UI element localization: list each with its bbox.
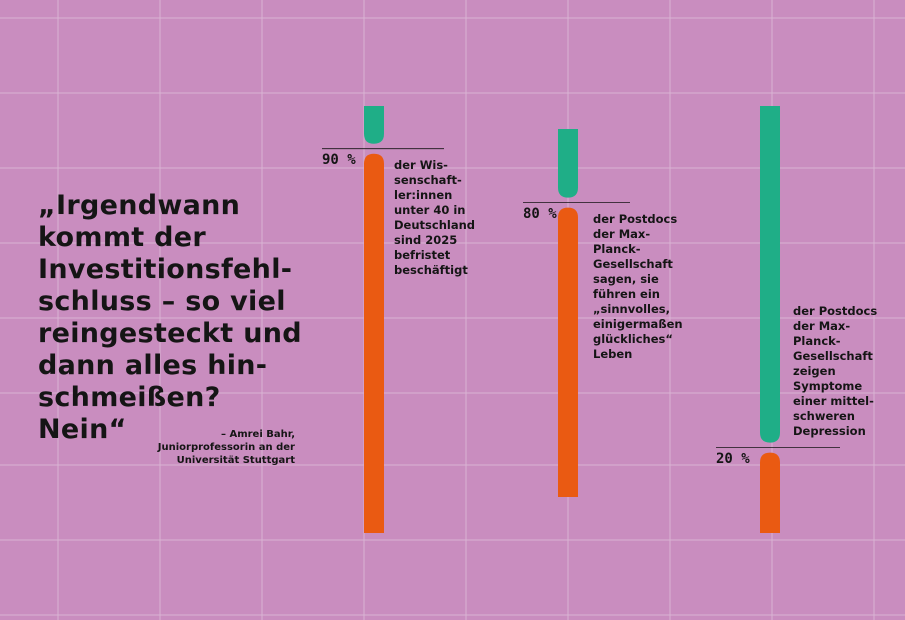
- bar-description: der Postdocs der Max- Planck- Gesellscha…: [593, 212, 683, 361]
- bar-segment-green: [558, 129, 578, 198]
- attribution-line: Universität Stuttgart: [176, 455, 295, 466]
- quote-attribution: – Amrei Bahr, Juniorprofessorin an der Uni…: [130, 428, 295, 467]
- quote-line: schmeißen? Nein“: [38, 382, 221, 445]
- attribution-line: – Amrei Bahr,: [220, 429, 295, 440]
- bar-value-label: 80 %: [523, 205, 557, 222]
- bar-segment-green: [364, 106, 384, 144]
- pull-quote: „Irgendwann kommt der Investitionsfehl-sch…: [38, 190, 313, 446]
- bar-value-label: 20 %: [716, 450, 750, 467]
- bar-value-label: 90 %: [322, 151, 356, 168]
- bar-segment-green: [760, 106, 780, 443]
- quote-line: reingesteckt und: [38, 318, 302, 349]
- bar-segment-orange: [364, 153, 384, 533]
- bar-description: der Postdocs der Max- Planck- Gesellscha…: [793, 304, 878, 438]
- bar-segment-orange: [558, 207, 578, 497]
- bar-segment-orange: [760, 452, 780, 533]
- quote-line: „Irgendwann: [38, 190, 241, 221]
- quote-line: Investitionsfehl-: [38, 254, 293, 285]
- bar-description: der Wis- senschaft- ler:innen unter 40 i…: [394, 158, 475, 277]
- attribution-line: Juniorprofessorin an der: [157, 442, 295, 453]
- quote-line: dann alles hin-: [38, 350, 268, 381]
- quote-line: kommt der: [38, 222, 207, 253]
- quote-line: schluss – so viel: [38, 286, 286, 317]
